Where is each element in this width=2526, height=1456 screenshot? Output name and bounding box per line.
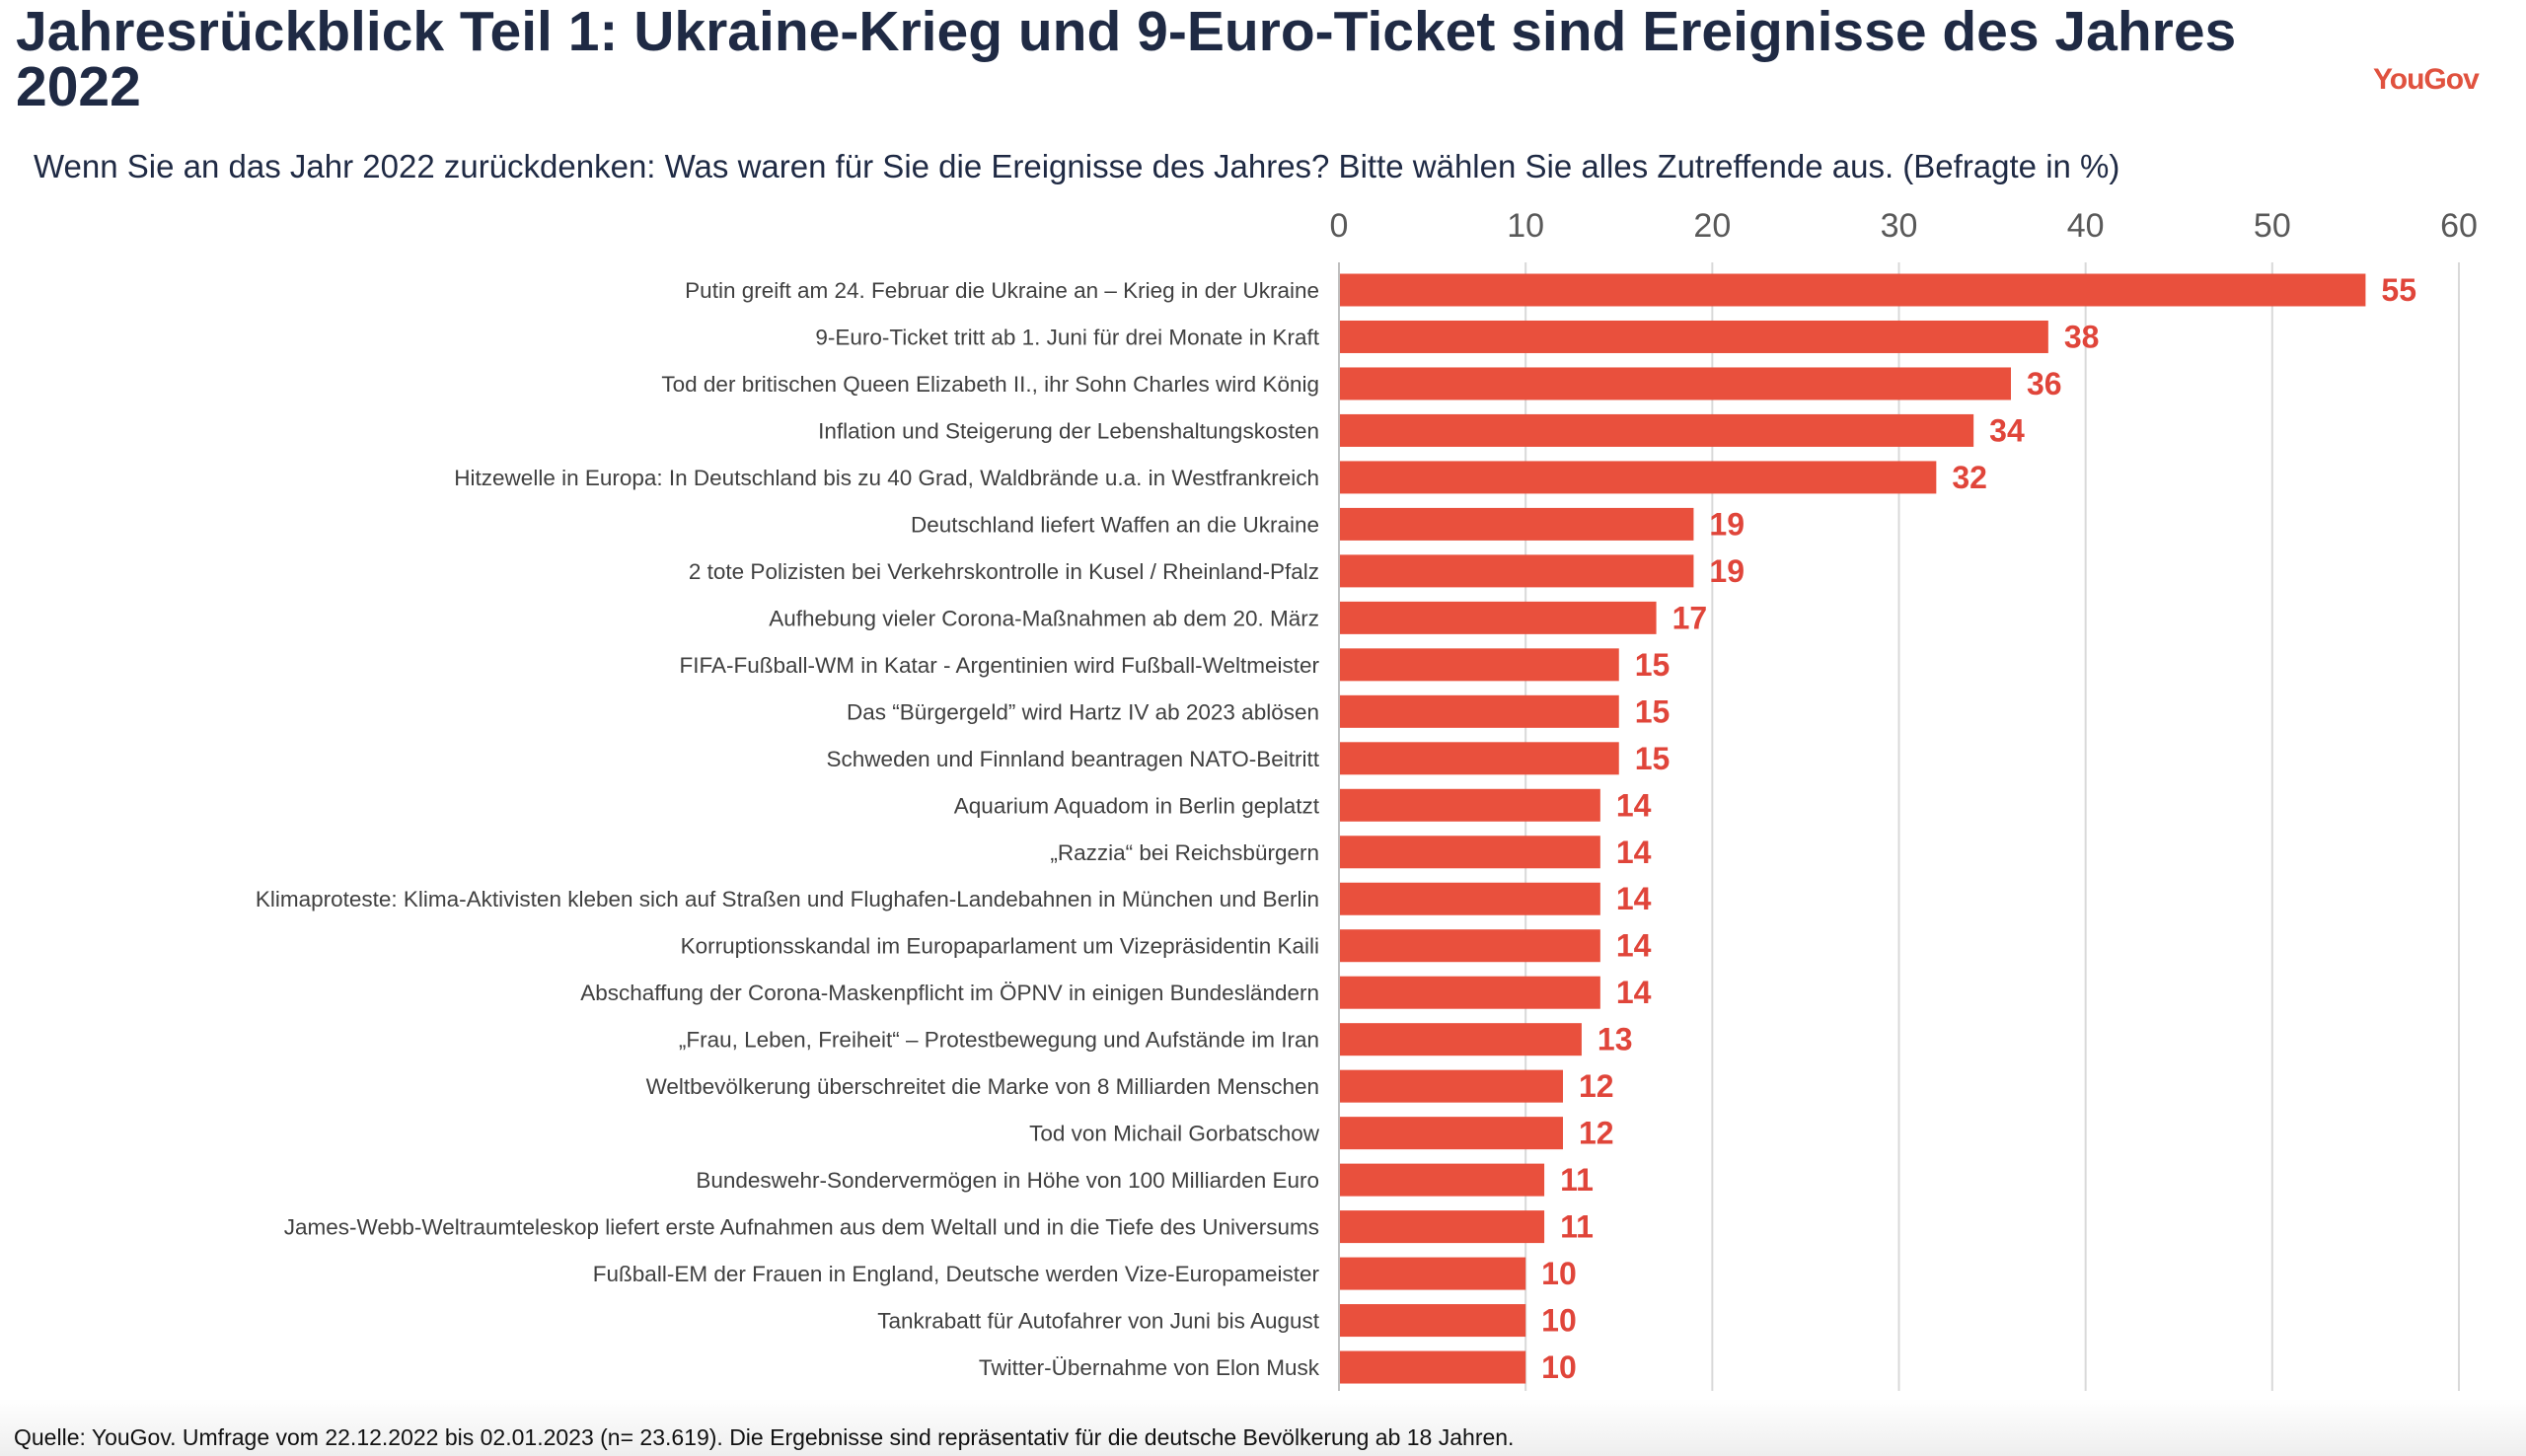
value-label: 36	[2027, 366, 2062, 401]
bar	[1340, 788, 1600, 822]
bar	[1340, 601, 1657, 634]
value-label: 10	[1541, 1256, 1577, 1291]
value-label: 12	[1579, 1068, 1614, 1104]
chart-title: Jahresrückblick Teil 1: Ukraine-Krieg un…	[16, 0, 2237, 118]
category-label: „Razzia“ bei Reichsbürgern	[1050, 840, 1319, 865]
category-label: Tod der britischen Queen Elizabeth II., …	[661, 372, 1319, 397]
bar	[1340, 1350, 1526, 1384]
yougov-logo: YouGov	[2373, 63, 2480, 96]
category-label: Deutschland liefert Waffen an die Ukrain…	[911, 512, 1319, 537]
category-label: Bundeswehr-Sondervermögen in Höhe von 10…	[696, 1168, 1319, 1193]
value-label: 38	[2064, 319, 2100, 354]
value-label: 55	[2381, 272, 2416, 308]
category-label: Putin greift am 24. Februar die Ukraine …	[685, 278, 1319, 303]
value-label: 11	[1560, 1162, 1594, 1198]
bar	[1340, 882, 1600, 915]
bar	[1340, 1069, 1563, 1103]
bar	[1340, 1257, 1526, 1290]
category-label: Das “Bürgergeld” wird Hartz IV ab 2023 a…	[847, 699, 1319, 724]
value-label: 11	[1560, 1209, 1594, 1245]
category-label: Abschaffung der Corona-Maskenpflicht im …	[580, 981, 1319, 1005]
x-tick-label: 30	[1881, 207, 1918, 245]
bar	[1340, 742, 1619, 775]
category-label: Tankrabatt für Autofahrer von Juni bis A…	[877, 1309, 1320, 1334]
category-label: Klimaproteste: Klima-Aktivisten kleben s…	[256, 887, 1319, 911]
footer: Quelle: YouGov. Umfrage vom 22.12.2022 b…	[0, 1399, 2526, 1456]
bar	[1340, 507, 1694, 541]
bar	[1340, 273, 2366, 307]
x-tick-label: 50	[2254, 207, 2291, 245]
category-label: Aquarium Aquadom in Berlin geplatzt	[954, 793, 1320, 818]
value-label: 19	[1709, 553, 1745, 589]
x-tick-label: 20	[1693, 207, 1731, 245]
category-label: Korruptionsskandal im Europaparlament um…	[681, 934, 1319, 959]
category-label: Fußball-EM der Frauen in England, Deutsc…	[593, 1262, 1320, 1286]
category-label: FIFA-Fußball-WM in Katar - Argentinien w…	[679, 653, 1319, 678]
bar-chart: 0 10 20 30 40 50 60 Putin greift am 24. Februar…	[256, 207, 2478, 1391]
category-label: „Frau, Leben, Freiheit“ – Protestbewegun…	[679, 1028, 1319, 1053]
chart-subtitle: Wenn Sie an das Jahr 2022 zurückdenken: …	[34, 148, 2120, 184]
value-label: 12	[1579, 1116, 1614, 1151]
value-label: 14	[1616, 928, 1652, 964]
value-label: 14	[1616, 975, 1652, 1010]
category-label: James-Webb-Weltraumteleskop liefert erst…	[284, 1215, 1319, 1240]
value-label: 10	[1541, 1349, 1577, 1385]
value-label: 15	[1635, 647, 1671, 683]
bar	[1340, 1163, 1545, 1197]
source-note: Quelle: YouGov. Umfrage vom 22.12.2022 b…	[14, 1424, 1515, 1450]
category-label: Aufhebung vieler Corona-Maßnahmen ab dem…	[769, 606, 1319, 630]
category-label: Hitzewelle in Europa: In Deutschland bis…	[454, 466, 1319, 490]
category-label: Twitter-Übernahme von Elon Musk	[979, 1355, 1320, 1380]
bar	[1340, 320, 2048, 353]
value-label: 15	[1635, 693, 1671, 729]
bar	[1340, 1117, 1563, 1150]
value-label: 14	[1616, 881, 1652, 916]
bar	[1340, 836, 1600, 869]
category-label: Inflation und Steigerung der Lebenshaltu…	[818, 418, 1319, 443]
bar	[1340, 929, 1600, 963]
value-label: 17	[1672, 600, 1708, 635]
value-label: 34	[1989, 412, 2025, 448]
bar	[1340, 694, 1619, 728]
bar	[1340, 1023, 1582, 1056]
category-label: 9-Euro-Ticket tritt ab 1. Juni für drei …	[815, 325, 1319, 349]
bar	[1340, 1210, 1545, 1244]
bar	[1340, 1304, 1526, 1338]
value-label: 15	[1635, 741, 1671, 776]
bar	[1340, 976, 1600, 1009]
value-label: 32	[1952, 460, 1987, 495]
value-label: 13	[1597, 1022, 1633, 1057]
category-label: Schweden und Finnland beantragen NATO-Be…	[827, 747, 1320, 771]
bar	[1340, 413, 1974, 447]
value-label: 19	[1709, 506, 1745, 542]
x-tick-label: 40	[2067, 207, 2105, 245]
bar	[1340, 648, 1619, 682]
bar	[1340, 461, 1937, 494]
x-tick-label: 60	[2440, 207, 2478, 245]
x-tick-label: 0	[1330, 207, 1349, 245]
value-label: 14	[1616, 787, 1652, 823]
category-label: 2 tote Polizisten bei Verkehrskontrolle …	[689, 559, 1319, 584]
category-label: Tod von Michail Gorbatschow	[1029, 1122, 1320, 1146]
bar	[1340, 554, 1694, 588]
value-label: 14	[1616, 835, 1652, 870]
value-label: 10	[1541, 1303, 1577, 1339]
x-tick-label: 10	[1507, 207, 1544, 245]
bar	[1340, 367, 2011, 400]
category-label: Weltbevölkerung überschreitet die Marke …	[646, 1074, 1319, 1099]
